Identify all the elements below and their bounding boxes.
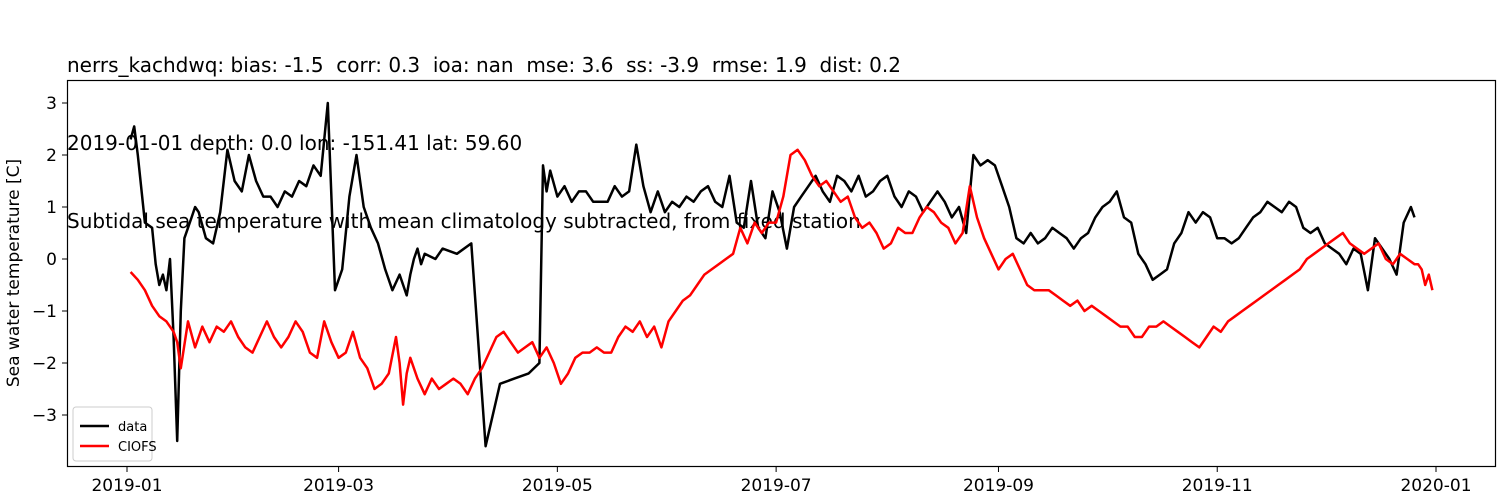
chart-location-line: 2019-01-01 depth: 0.0 lon: -151.41 lat: … (67, 131, 523, 155)
x-tick-label: 2019-09 (963, 476, 1034, 496)
y-tick-label: −2 (32, 354, 57, 374)
x-tick-label: 2019-11 (1182, 476, 1253, 496)
legend: data CIOFS (72, 406, 157, 462)
y-tick-label: −3 (32, 406, 57, 426)
y-tick-label: 3 (46, 94, 57, 114)
x-axis: 2019-01 2019-03 2019-05 2019-07 2019-09 2019-… (91, 466, 1472, 496)
chart-title-block: nerrs_kachdwq: bias: -1.5 corr: 0.3 ioa:… (67, 0, 901, 260)
x-tick-label: 2019-07 (741, 476, 812, 496)
legend-box (72, 406, 153, 462)
legend-label-data: data (118, 420, 147, 435)
series-line-data (129, 101, 1416, 448)
y-tick-label: 1 (46, 198, 57, 218)
plot-series (129, 101, 1434, 448)
x-tick-label: 2019-01 (91, 476, 162, 496)
x-tick-label: 2020-01 (1400, 476, 1471, 496)
y-tick-label: −1 (32, 302, 57, 322)
y-tick-label: 2 (46, 146, 57, 166)
x-tick-label: 2019-05 (522, 476, 593, 496)
series-line-ciofs (129, 148, 1434, 406)
y-axis: 3 2 1 0 −1 −2 −3 (32, 94, 68, 426)
legend-label-ciofs: CIOFS (118, 440, 157, 455)
y-tick-label: 0 (46, 250, 57, 270)
x-tick-label: 2019-03 (303, 476, 374, 496)
y-axis-label: Sea water temperature [C] (4, 159, 24, 387)
chart-stats-line: nerrs_kachdwq: bias: -1.5 corr: 0.3 ioa:… (67, 53, 901, 77)
plot-frame (66, 79, 1497, 468)
